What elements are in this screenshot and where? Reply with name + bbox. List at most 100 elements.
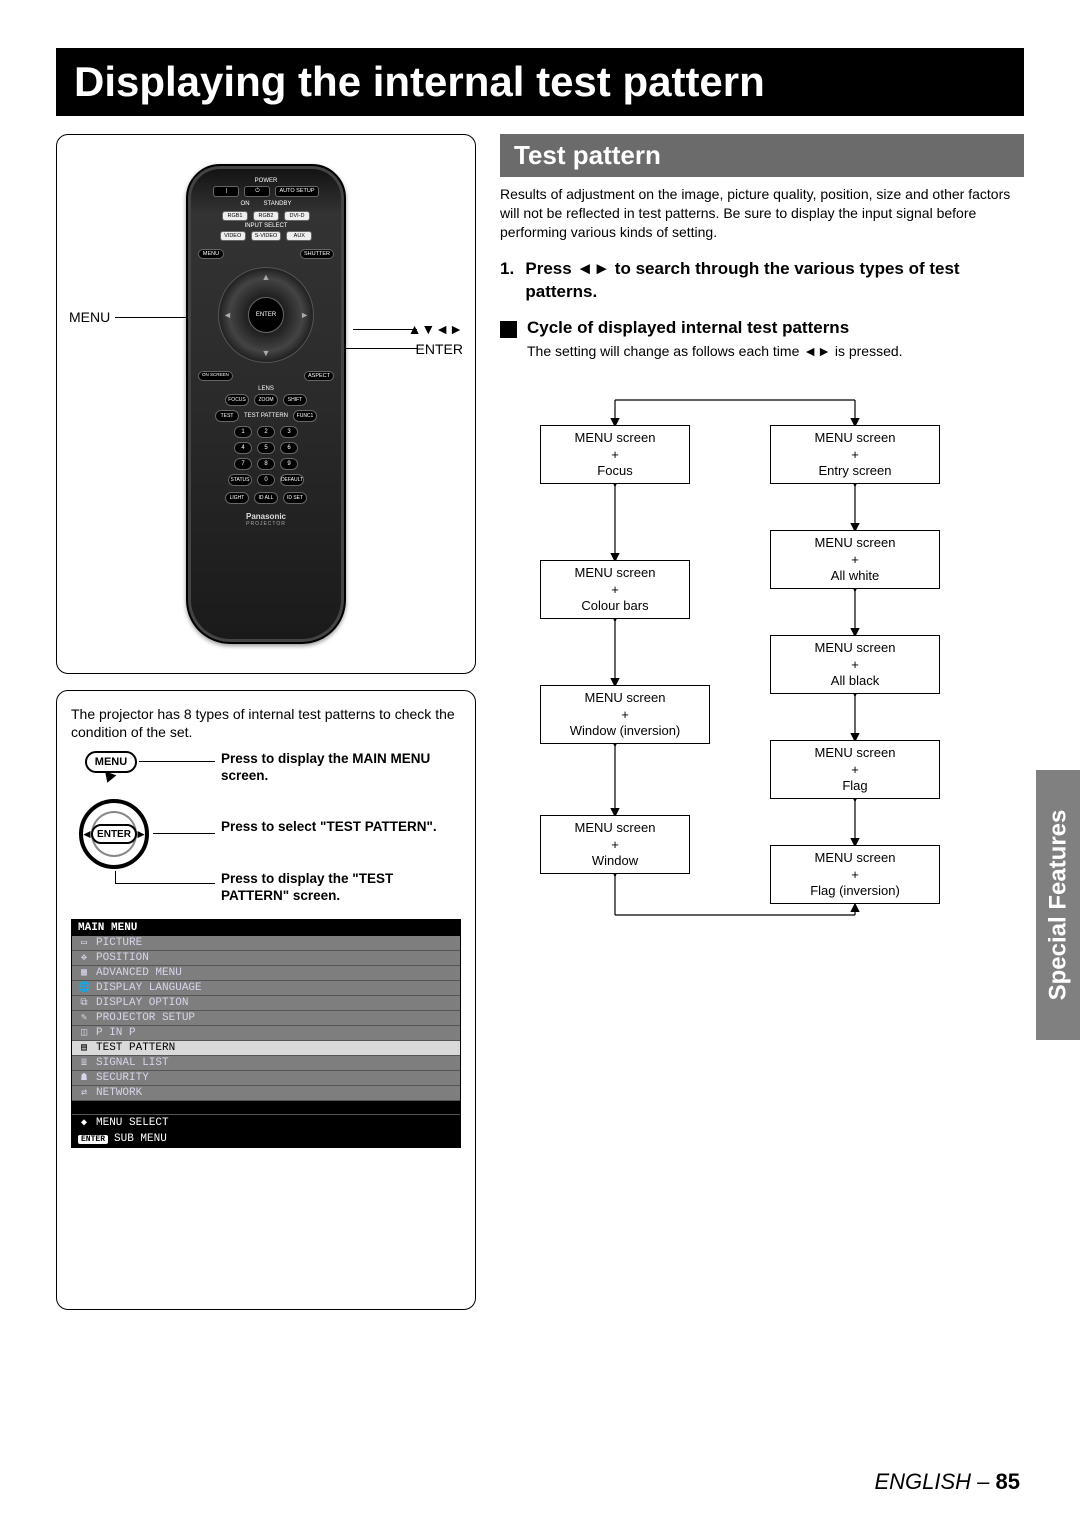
menu-item-icon: ◫ [78,1027,90,1039]
arrow-down-icon: ▼ [262,348,271,358]
menu-item: 🌐DISPLAY LANGUAGE [72,981,460,996]
menu-item: ✎PROJECTOR SETUP [72,1011,460,1026]
intro-text: Results of adjustment on the image, pict… [500,185,1024,242]
menu-foot1: ◆ MENU SELECT [72,1115,460,1131]
page-number: 85 [996,1469,1020,1494]
foot2-text: SUB MENU [114,1133,167,1145]
num-btn: 0 [257,474,275,486]
foot1-text: MENU SELECT [96,1117,169,1129]
svideo-btn: S-VIDEO [251,231,282,241]
cycle-diagram: MENU screen+Focus MENU screen+Entry scree… [510,370,970,930]
cycle-node: MENU screen+Flag [770,740,940,799]
menu-foot2: ENTERSUB MENU [72,1131,460,1147]
onscreen-btn: ON SCREEN [198,371,233,381]
language-label: ENGLISH [874,1469,971,1494]
cycle-node: MENU screen+All black [770,635,940,694]
cycle-node: MENU screen+Window (inversion) [540,685,710,744]
menu-title: MAIN MENU [72,920,460,936]
aspect-btn: ASPECT [304,371,334,381]
callout-line [115,317,193,318]
menu-screenshot: MAIN MENU ▭PICTURE✥POSITION▦ ADVANCED MEN… [71,919,461,1148]
page-footer: ENGLISH – 85 [874,1469,1020,1495]
standby-label: STANDBY [264,201,292,207]
diamond-icon: ◆ [78,1117,90,1129]
menu-btn: MENU [198,249,224,259]
rgb2-btn: RGB2 [253,211,279,221]
step1: 1. Press ◄► to search through the variou… [500,258,1024,304]
subhead: Cycle of displayed internal test pattern… [500,318,1024,338]
subdesc: The setting will change as follows each … [527,342,1024,361]
square-bullet-icon [500,321,517,338]
enter-btn: ENTER [248,297,284,333]
num-btn: 1 [234,426,252,438]
standby-btn: ⏻ [244,186,270,197]
power-on-btn: | [213,186,239,197]
remote-panel: MENU ▲▼◄► ENTER POWER | ⏻ AUTO SETUP ON … [56,134,476,674]
page-title: Displaying the internal test pattern [56,48,1024,116]
lens-label: LENS [258,386,274,392]
cycle-node: MENU screen+Window [540,815,690,874]
side-tab-label: Special Features [1044,810,1072,1001]
menu-item-icon: ▦ [78,967,90,979]
step2-text: Press to select "TEST PATTERN". [221,819,437,836]
num-btn: 7 [234,458,252,470]
testpattern-label: TEST PATTERN [244,413,288,419]
pointer-icon [102,772,117,786]
menu-item-label: TEST PATTERN [96,1042,175,1054]
menu-item-label: PROJECTOR SETUP [96,1012,195,1024]
status-btn: STATUS [228,474,252,486]
menu-item: ✥POSITION [72,951,460,966]
rgb1-btn: RGB1 [222,211,248,221]
enter-label-icon: ENTER [91,824,137,844]
menu-item: ⇄NETWORK [72,1086,460,1101]
power-label: POWER [255,178,278,184]
menu-item: ☗ SECURITY [72,1071,460,1086]
arrow-right-icon: ► [300,310,309,320]
connector-line [115,883,215,884]
idall-btn: ID ALL [254,492,278,504]
menu-item-icon: ▤ [78,1042,90,1054]
step3-text: Press to display the "TEST PATTERN" scre… [221,871,461,905]
cycle-node: MENU screen+Entry screen [770,425,940,484]
func-btn: FUNC1 [293,410,317,422]
menu-item: ◫P IN P [72,1026,460,1041]
menu-item-icon: ✥ [78,952,90,964]
num-btn: 5 [257,442,275,454]
step1-text: Press to display the MAIN MENU screen. [221,751,461,785]
step-num: 1. [500,258,525,304]
cycle-node: MENU screen+Focus [540,425,690,484]
shift-btn: SHIFT [283,394,307,406]
menu-item-label: SECURITY [96,1072,149,1084]
connector-line [115,871,116,883]
menu-item-icon: ⧉ [78,997,90,1009]
section-heading: Test pattern [500,134,1024,177]
focus-btn: FOCUS [225,394,249,406]
menu-item-label: SIGNAL LIST [96,1057,169,1069]
menu-button-icon: MENU [85,751,137,773]
connector-line [139,761,215,762]
on-label: ON [241,201,250,207]
left-column: MENU ▲▼◄► ENTER POWER | ⏻ AUTO SETUP ON … [56,134,476,1310]
light-btn: LIGHT [225,492,249,504]
input-select-label: INPUT SELECT [245,223,288,229]
connector-line [153,833,215,834]
num-btn: 6 [280,442,298,454]
menu-item: ≣SIGNAL LIST [72,1056,460,1071]
menu-item: ▭PICTURE [72,936,460,951]
arrow-up-icon: ▲ [262,272,271,282]
default-btn: DEFAULT [280,474,304,486]
video-btn: VIDEO [220,231,246,241]
num-btn: 4 [234,442,252,454]
callout-enter: ENTER [416,341,463,357]
menu-item-label: DISPLAY OPTION [96,997,188,1009]
dvid-btn: DVI-D [284,211,310,221]
cycle-node: MENU screen+Flag (inversion) [770,845,940,904]
menu-item-label: ADVANCED MENU [96,967,182,979]
menu-item: ⧉ DISPLAY OPTION [72,996,460,1011]
menu-item: ▤ TEST PATTERN [72,1041,460,1056]
brand-label: Panasonic [246,512,286,521]
num-btn: 3 [280,426,298,438]
instruction-panel: The projector has 8 types of internal te… [56,690,476,1310]
menu-item-icon: ☗ [78,1072,90,1084]
menu-item-icon: ⇄ [78,1087,90,1099]
